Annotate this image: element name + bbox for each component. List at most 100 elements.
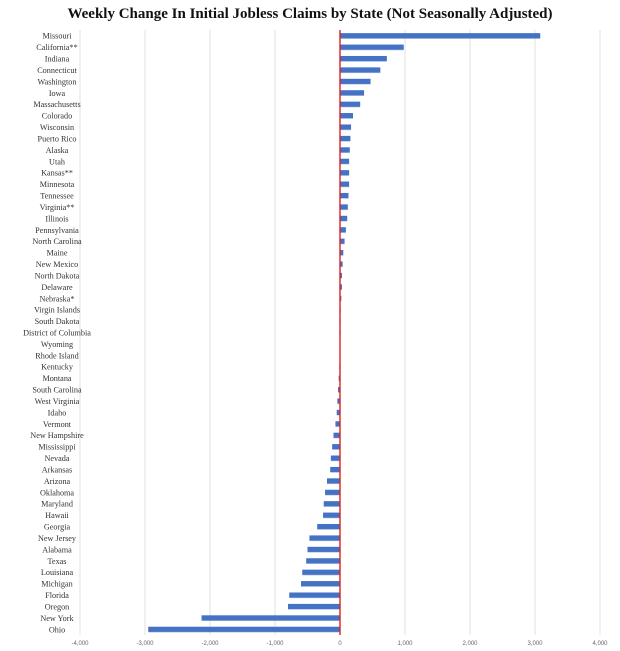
bar xyxy=(340,135,351,142)
state-label: Illinois xyxy=(45,214,68,223)
bar xyxy=(340,261,343,267)
state-label: North Dakota xyxy=(35,271,80,280)
state-label: Virgin Islands xyxy=(34,306,80,315)
bar xyxy=(340,170,350,176)
bar xyxy=(337,398,340,404)
state-label: Louisiana xyxy=(41,568,74,577)
bar xyxy=(148,626,340,632)
bar xyxy=(340,124,352,130)
state-label: Iowa xyxy=(49,89,66,98)
bars xyxy=(148,33,541,633)
bar xyxy=(338,387,340,393)
bar xyxy=(330,466,340,473)
bar xyxy=(323,512,340,518)
state-label: Ohio xyxy=(49,625,65,634)
bar xyxy=(309,535,340,541)
bar xyxy=(340,33,541,39)
bar xyxy=(330,455,340,461)
bar xyxy=(340,44,404,50)
state-label: Mississippi xyxy=(38,443,76,452)
bar xyxy=(301,581,340,587)
state-label: New Hampshire xyxy=(30,431,84,440)
state-label: Nevada xyxy=(44,454,69,463)
state-label: Kansas** xyxy=(41,169,73,178)
x-tick-label: 2,000 xyxy=(462,641,478,647)
bar xyxy=(333,432,340,438)
state-label: West Virginia xyxy=(35,397,80,406)
state-label: Oklahoma xyxy=(40,488,74,497)
bar xyxy=(340,215,348,221)
bar xyxy=(340,147,350,153)
bar xyxy=(340,272,342,278)
state-label: Rhode Island xyxy=(35,351,78,360)
state-label: New York xyxy=(40,614,74,623)
state-label: Texas xyxy=(48,557,67,566)
state-label: South Dakota xyxy=(35,317,80,326)
bar xyxy=(340,55,387,62)
state-label: Idaho xyxy=(48,408,67,417)
bar xyxy=(306,558,340,564)
bar xyxy=(340,78,371,84)
state-label: Wyoming xyxy=(41,340,73,349)
state-label: Alabama xyxy=(42,545,72,554)
state-label: Pennsylvania xyxy=(35,226,79,235)
state-label: Missouri xyxy=(42,32,72,41)
state-label: Georgia xyxy=(44,523,71,532)
state-label: California** xyxy=(36,43,77,52)
state-label: Utah xyxy=(49,157,65,166)
bar xyxy=(340,250,344,256)
state-label: Arizona xyxy=(44,477,71,486)
bar xyxy=(340,67,381,73)
bar xyxy=(317,523,340,530)
chart-title: Weekly Change In Initial Jobless Claims … xyxy=(67,6,553,22)
state-label: Kentucky xyxy=(41,363,74,372)
state-label: Maryland xyxy=(41,500,73,509)
bar xyxy=(332,444,340,450)
state-label: Vermont xyxy=(43,420,72,429)
state-label: Maine xyxy=(47,249,68,258)
state-label: Arkansas xyxy=(42,465,72,474)
state-label: Alaska xyxy=(46,146,69,155)
bar xyxy=(340,101,361,107)
bar xyxy=(201,615,340,621)
state-label: Delaware xyxy=(41,283,73,292)
state-label: Montana xyxy=(42,374,71,383)
state-label: Michigan xyxy=(41,580,72,589)
bar xyxy=(323,501,340,507)
x-tick-label: 0 xyxy=(338,641,342,647)
state-label: Tennessee xyxy=(40,192,74,201)
bar xyxy=(336,409,340,415)
state-label: New Mexico xyxy=(36,260,79,269)
x-tick-label: 1,000 xyxy=(397,641,413,647)
state-label: Connecticut xyxy=(37,66,77,75)
x-tick-label: -2,000 xyxy=(201,641,219,647)
state-label: Washington xyxy=(38,77,77,86)
bar xyxy=(307,546,340,552)
bar xyxy=(340,192,349,199)
state-label: North Carolina xyxy=(32,237,82,246)
state-label: Colorado xyxy=(42,112,72,121)
bar xyxy=(340,158,350,164)
state-labels: Missouri California** Indiana Connecticut Wa… xyxy=(23,32,91,635)
state-label: Oregon xyxy=(45,602,70,611)
state-label: Nebraska* xyxy=(39,294,74,303)
x-tick-label: 4,000 xyxy=(592,641,608,647)
bar xyxy=(340,238,345,244)
x-tick-label: 3,000 xyxy=(527,641,543,647)
x-tick-label: -4,000 xyxy=(71,641,89,647)
state-label: South Carolina xyxy=(32,386,82,395)
state-label: Florida xyxy=(45,591,69,600)
bar xyxy=(340,204,348,210)
bar xyxy=(340,227,346,233)
state-label: Hawaii xyxy=(45,511,69,520)
bar xyxy=(288,603,340,610)
x-tick-label: -1,000 xyxy=(266,641,284,647)
grid-lines xyxy=(79,30,601,635)
bar xyxy=(340,90,365,96)
bar xyxy=(340,181,350,187)
state-label: New Jersey xyxy=(38,534,77,543)
bar xyxy=(302,569,340,575)
state-label: Wisconsin xyxy=(40,123,74,132)
state-label: Virginia** xyxy=(40,203,75,212)
